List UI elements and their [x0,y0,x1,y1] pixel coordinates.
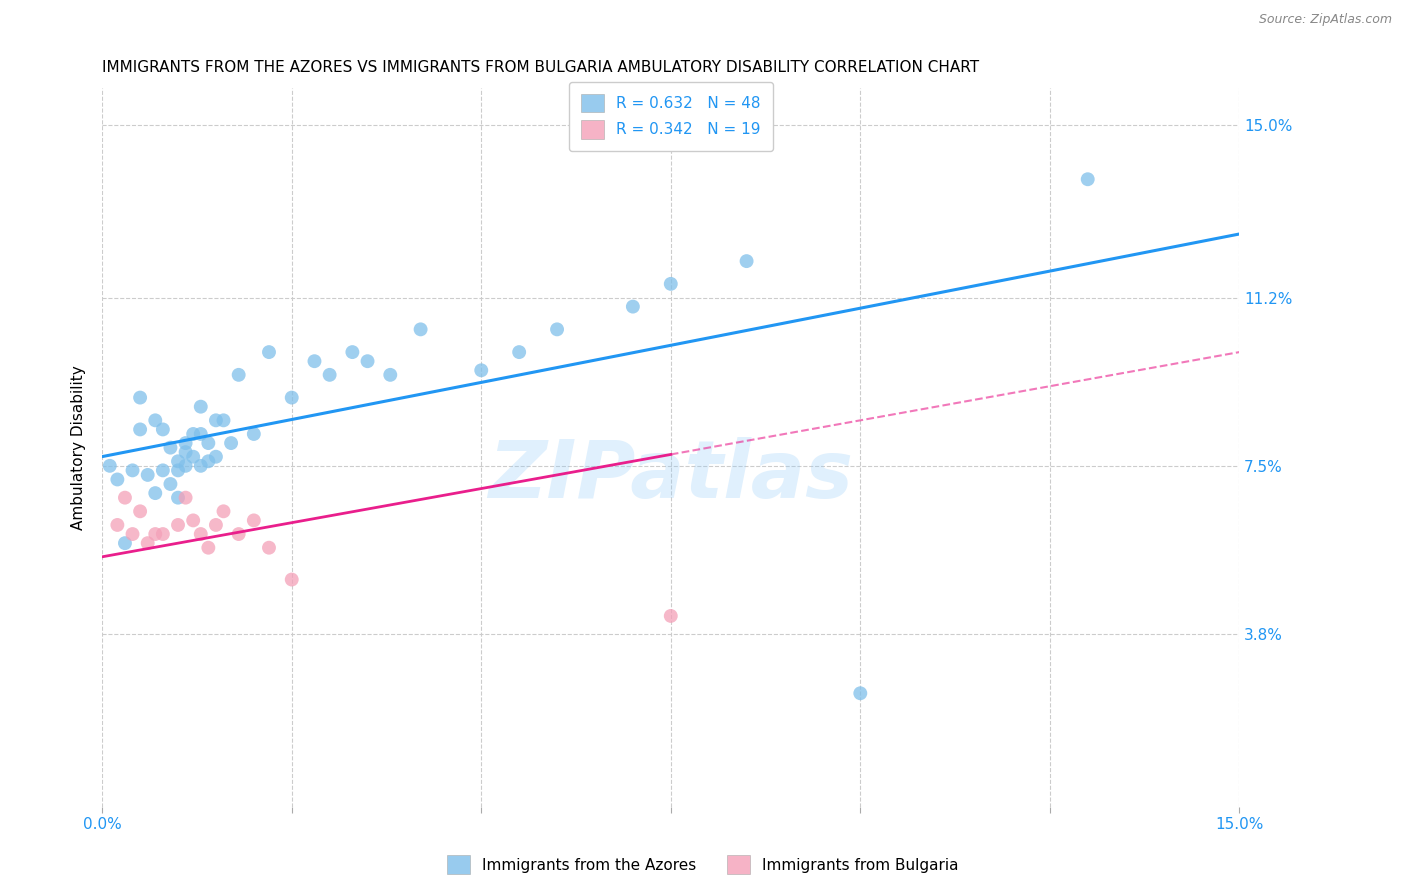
Point [197,436,219,450]
Text: IMMIGRANTS FROM THE AZORES VS IMMIGRANTS FROM BULGARIA AMBULATORY DISABILITY COR: IMMIGRANTS FROM THE AZORES VS IMMIGRANTS… [103,60,980,75]
Point [659,277,682,291]
Point [174,445,197,459]
Point [121,463,143,477]
Point [152,422,174,436]
Point [129,391,152,405]
Point [114,536,136,550]
Point [304,354,326,368]
Point [380,368,402,382]
Point [190,527,212,541]
Point [190,400,212,414]
Point [318,368,340,382]
Point [356,354,378,368]
Point [470,363,492,377]
Text: Source: ZipAtlas.com: Source: ZipAtlas.com [1258,13,1392,27]
Point [143,527,166,541]
Point [159,477,181,491]
Point [105,473,128,487]
Point [181,513,204,527]
Point [243,513,266,527]
Point [167,454,190,468]
Point [205,518,228,533]
Point [167,491,190,505]
Point [257,345,280,359]
Point [98,458,121,473]
Point [114,491,136,505]
Point [659,609,682,624]
Point [409,322,432,336]
Point [228,527,250,541]
Point [136,536,159,550]
Point [174,458,197,473]
Point [212,413,235,427]
Point [205,450,228,464]
Point [621,300,644,314]
Point [152,527,174,541]
Point [205,413,228,427]
Point [228,368,250,382]
Point [152,463,174,477]
Legend: R = 0.632   N = 48, R = 0.342   N = 19: R = 0.632 N = 48, R = 0.342 N = 19 [569,81,773,151]
Point [280,391,302,405]
Point [143,486,166,500]
Point [105,518,128,533]
Point [190,427,212,442]
Point [174,436,197,450]
Point [280,573,302,587]
Point [243,427,266,442]
Point [257,541,280,555]
Point [181,427,204,442]
Point [159,441,181,455]
Point [143,413,166,427]
Y-axis label: Ambulatory Disability: Ambulatory Disability [72,365,86,530]
Legend: Immigrants from the Azores, Immigrants from Bulgaria: Immigrants from the Azores, Immigrants f… [441,849,965,880]
Text: ZIPatlas: ZIPatlas [488,437,853,516]
Point [174,491,197,505]
Point [190,458,212,473]
Point [167,518,190,533]
Point [136,467,159,482]
Point [342,345,364,359]
Point [546,322,568,336]
Point [167,463,190,477]
Point [849,686,872,700]
Point [1077,172,1099,186]
Point [735,254,758,268]
Point [212,504,235,518]
Point [129,422,152,436]
Point [181,450,204,464]
Point [219,436,242,450]
Point [197,541,219,555]
Point [197,454,219,468]
Point [121,527,143,541]
Point [508,345,530,359]
Point [129,504,152,518]
